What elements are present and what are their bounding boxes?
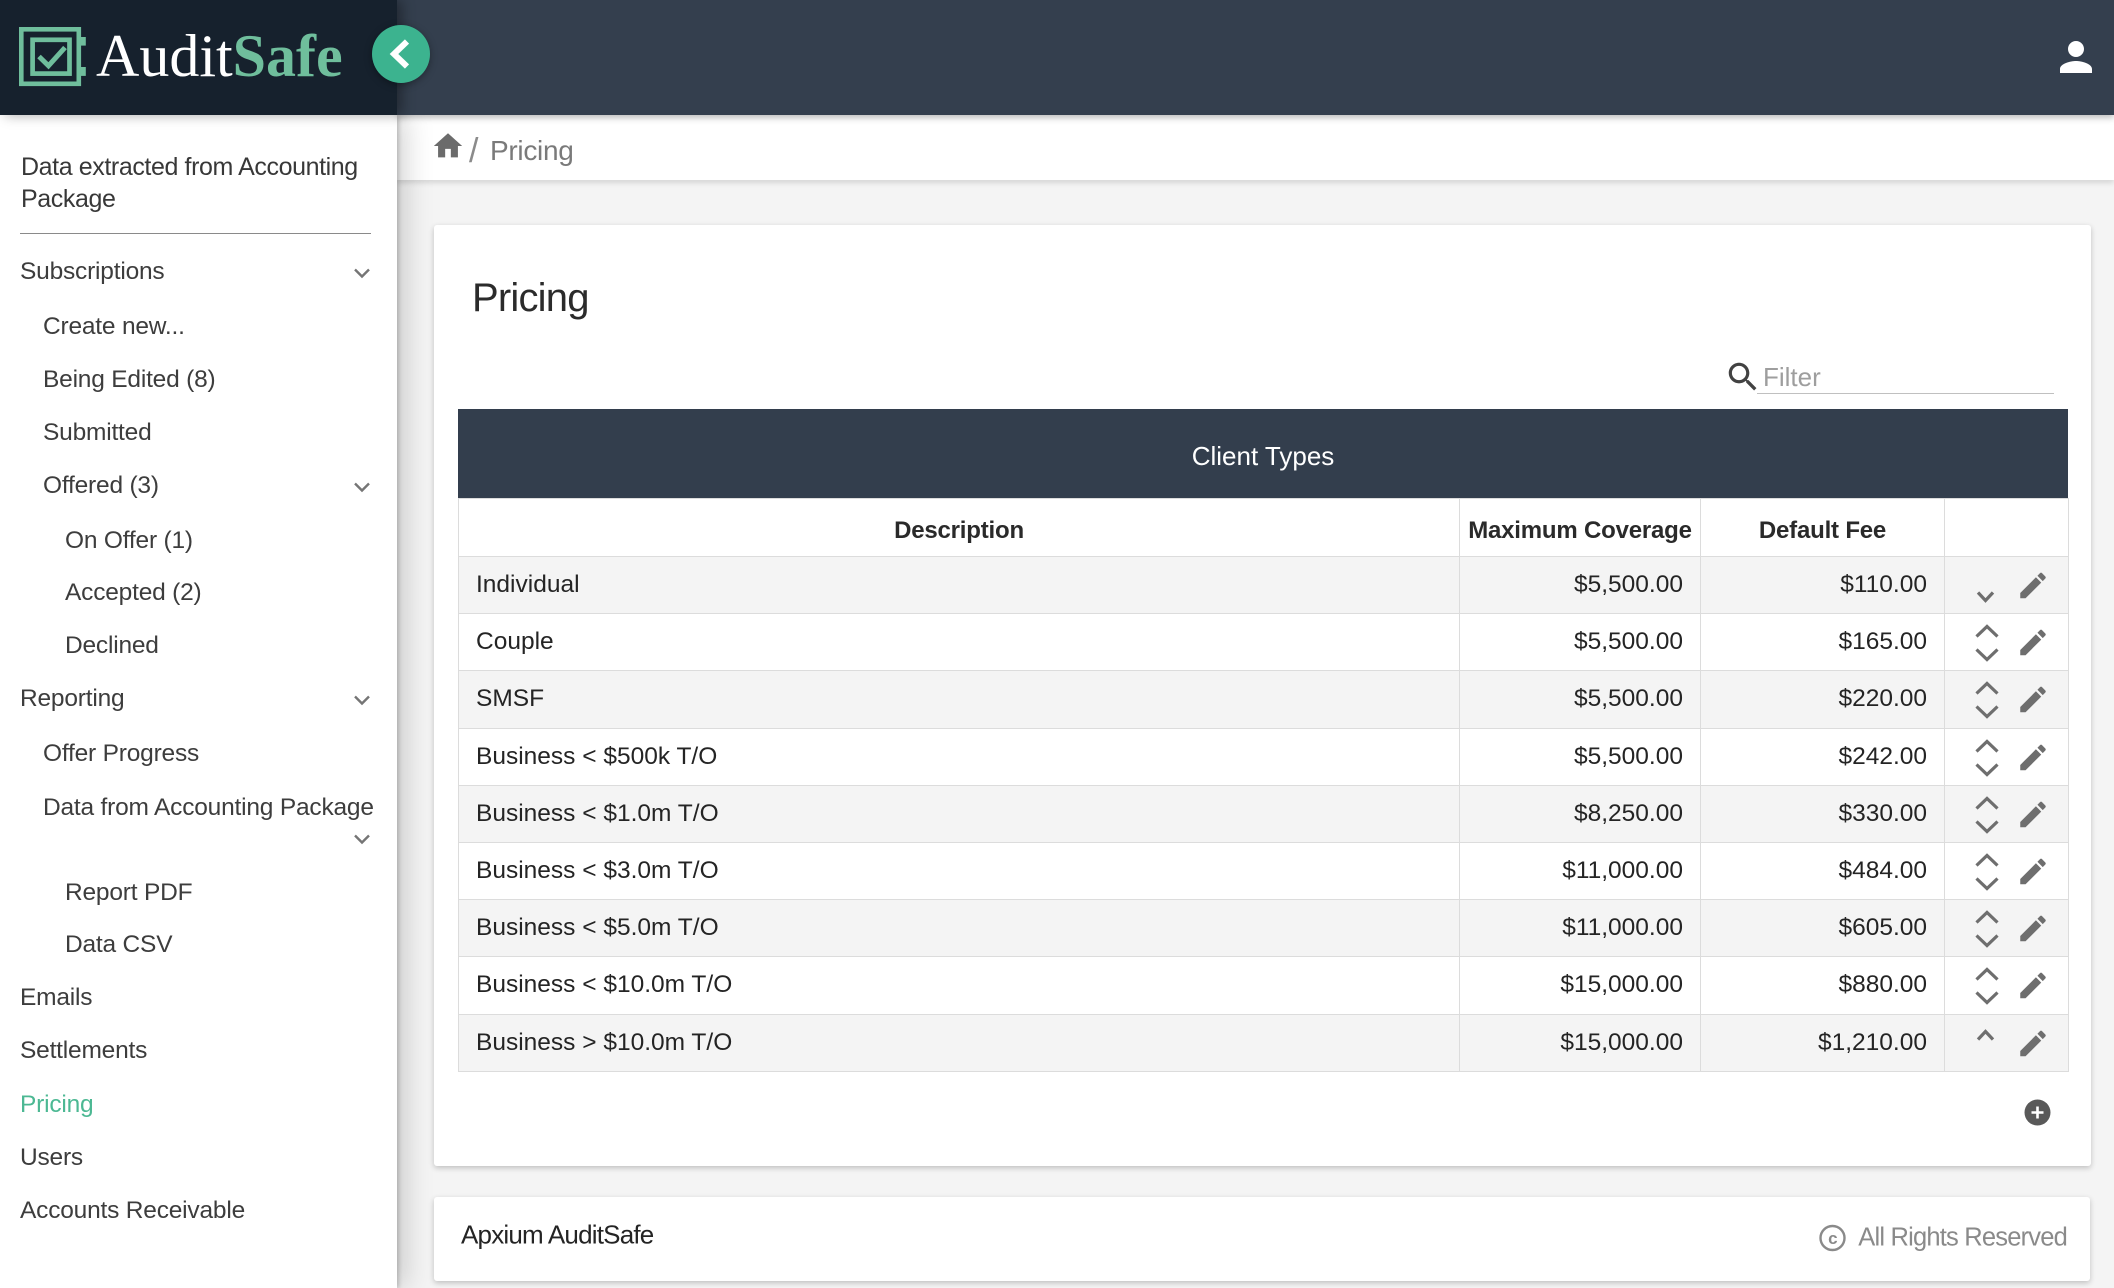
svg-text:c: c [1828,1229,1837,1248]
